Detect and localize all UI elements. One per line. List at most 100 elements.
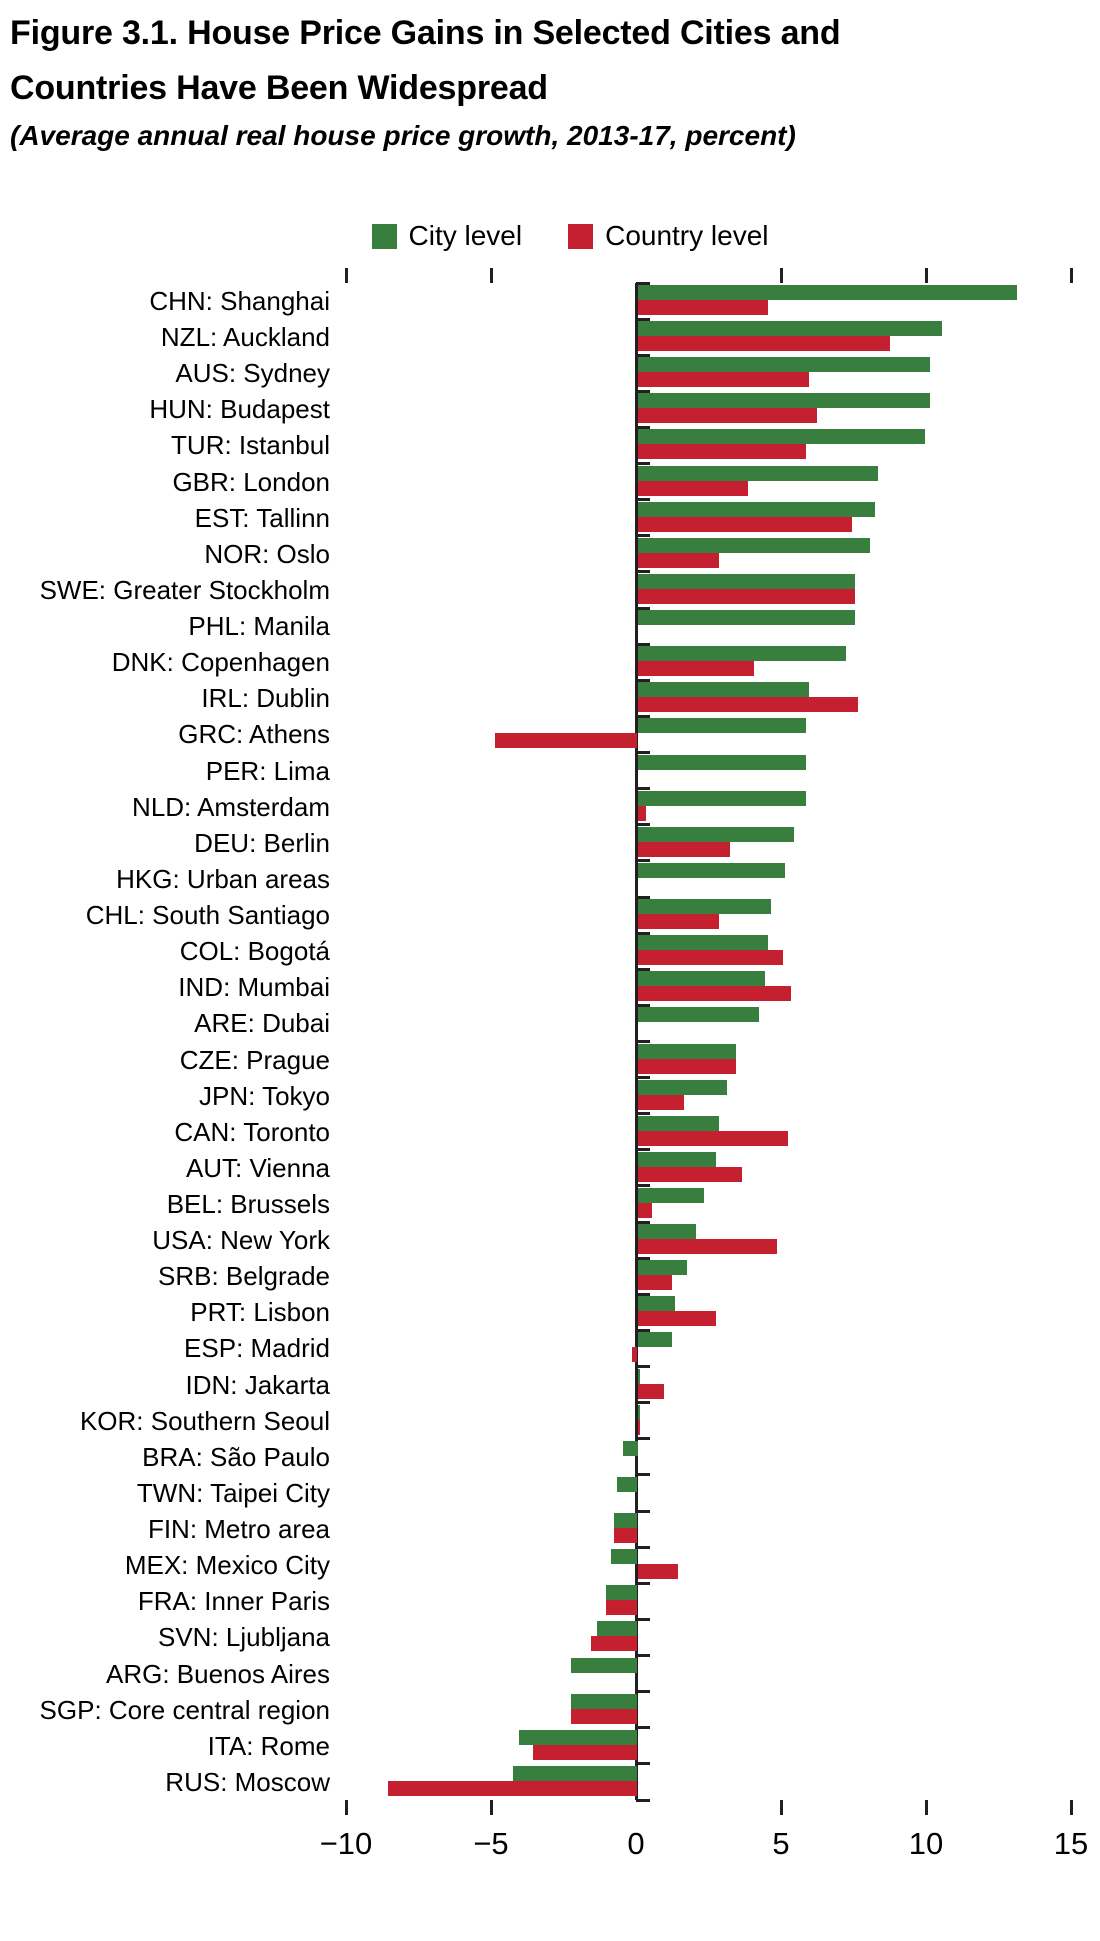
city-bar bbox=[637, 610, 855, 626]
chart-row: COL: Bogotá bbox=[0, 931, 1100, 969]
row-label: KOR: Southern Seoul bbox=[79, 1405, 330, 1436]
country-bar bbox=[637, 372, 809, 388]
row-label: JPN: Tokyo bbox=[198, 1080, 330, 1111]
figure-title-line1: Figure 3.1. House Price Gains in Selecte… bbox=[10, 14, 841, 52]
city-bar bbox=[637, 573, 855, 589]
axis-row-tick bbox=[636, 1581, 650, 1585]
country-bar bbox=[637, 1058, 737, 1074]
axis-tick bbox=[924, 1800, 928, 1815]
chart-row: MEX: Mexico City bbox=[0, 1545, 1100, 1583]
city-bar bbox=[637, 646, 847, 662]
country-bar bbox=[637, 914, 719, 930]
city-bar bbox=[637, 1151, 716, 1167]
axis-row-tick bbox=[636, 1040, 650, 1043]
city-bar bbox=[637, 429, 925, 445]
chart-row: HUN: Budapest bbox=[0, 389, 1100, 427]
chart-row: USA: New York bbox=[0, 1220, 1100, 1258]
axis-row-tick bbox=[636, 317, 650, 321]
country-bar bbox=[637, 986, 792, 1002]
axis-row-tick bbox=[636, 1762, 650, 1766]
row-label: ARG: Buenos Aires bbox=[106, 1658, 330, 1689]
chart-row: EST: Tallinn bbox=[0, 498, 1100, 536]
axis-row-tick bbox=[636, 642, 650, 646]
axis-tick bbox=[779, 1800, 783, 1815]
city-bar bbox=[637, 971, 766, 987]
axis-tick bbox=[924, 268, 928, 283]
city-bar bbox=[637, 1043, 737, 1059]
axis-row-tick bbox=[636, 967, 650, 971]
city-bar bbox=[637, 465, 879, 481]
city-bar bbox=[637, 1187, 705, 1203]
city-bar bbox=[570, 1693, 638, 1709]
axis-row-tick bbox=[636, 823, 650, 827]
chart-row: KOR: Southern Seoul bbox=[0, 1401, 1100, 1439]
country-level-label: Country level bbox=[605, 220, 769, 251]
city-bar bbox=[605, 1585, 638, 1601]
row-label: CHL: South Santiago bbox=[85, 900, 330, 931]
row-label: PRT: Lisbon bbox=[190, 1297, 330, 1328]
chart-row: CHL: South Santiago bbox=[0, 895, 1100, 933]
city-bar bbox=[637, 718, 806, 734]
axis-row-tick bbox=[636, 1617, 650, 1621]
country-bar bbox=[637, 697, 858, 713]
row-label: IND: Mumbai bbox=[178, 972, 330, 1003]
x-axis-tick-label: 0 bbox=[627, 1826, 645, 1861]
axis-row-tick bbox=[636, 425, 650, 429]
chart-legend: City level Country level bbox=[0, 222, 1100, 250]
city-bar bbox=[637, 826, 795, 842]
axis-row-tick bbox=[636, 1690, 650, 1694]
axis-row-tick bbox=[636, 1003, 650, 1007]
row-label: BEL: Brussels bbox=[166, 1188, 330, 1219]
legend-item-city: City level bbox=[371, 222, 522, 250]
country-bar bbox=[637, 1311, 716, 1327]
city-bar bbox=[637, 862, 786, 878]
axis-tick bbox=[489, 268, 493, 283]
chart-row: SWE: Greater Stockholm bbox=[0, 570, 1100, 608]
row-label: SVN: Ljubljana bbox=[158, 1622, 330, 1653]
city-bar bbox=[518, 1729, 638, 1745]
country-bar bbox=[637, 1130, 789, 1146]
axis-row-tick bbox=[636, 1112, 650, 1116]
country-bar bbox=[388, 1780, 638, 1796]
city-bar bbox=[637, 682, 809, 698]
city-bar bbox=[637, 285, 1018, 300]
country-bar bbox=[637, 516, 853, 532]
axis-row-tick bbox=[636, 1654, 650, 1658]
row-label: USA: New York bbox=[152, 1225, 330, 1256]
chart-row: DNK: Copenhagen bbox=[0, 642, 1100, 680]
country-bar bbox=[637, 1383, 664, 1399]
chart-row: AUS: Sydney bbox=[0, 353, 1100, 391]
row-label: FIN: Metro area bbox=[147, 1514, 330, 1545]
chart-row: PRT: Lisbon bbox=[0, 1292, 1100, 1330]
country-bar bbox=[637, 300, 768, 315]
axis-row-tick bbox=[636, 1148, 650, 1152]
city-bar bbox=[637, 1332, 673, 1348]
city-bar bbox=[637, 790, 806, 806]
figure-subtitle: (Average annual real house price growth,… bbox=[10, 120, 796, 151]
country-bar bbox=[637, 1166, 742, 1182]
chart-row: JPN: Tokyo bbox=[0, 1076, 1100, 1114]
country-bar bbox=[570, 1708, 638, 1724]
x-axis-tick-label: −5 bbox=[473, 1826, 509, 1861]
row-label: HKG: Urban areas bbox=[116, 863, 330, 894]
row-label: TWN: Taipei City bbox=[136, 1477, 330, 1508]
chart-row: GRC: Athens bbox=[0, 714, 1100, 752]
axis-tick bbox=[344, 268, 348, 283]
country-bar bbox=[605, 1600, 638, 1616]
city-bar bbox=[623, 1440, 638, 1456]
country-bar bbox=[637, 1419, 641, 1435]
axis-row-tick bbox=[636, 1473, 650, 1477]
chart-row: CHN: Shanghai bbox=[0, 281, 1100, 319]
city-bar bbox=[637, 537, 870, 553]
row-label: PHL: Manila bbox=[188, 611, 330, 642]
city-bar bbox=[570, 1657, 638, 1673]
city-bar bbox=[637, 1224, 696, 1240]
chart-row: DEU: Berlin bbox=[0, 823, 1100, 861]
x-axis-tick-label: −10 bbox=[319, 1826, 373, 1861]
axis-row-tick bbox=[636, 1328, 650, 1332]
axis-row-tick bbox=[636, 1184, 650, 1188]
chart-row: TWN: Taipei City bbox=[0, 1473, 1100, 1511]
axis-tick bbox=[779, 268, 783, 283]
